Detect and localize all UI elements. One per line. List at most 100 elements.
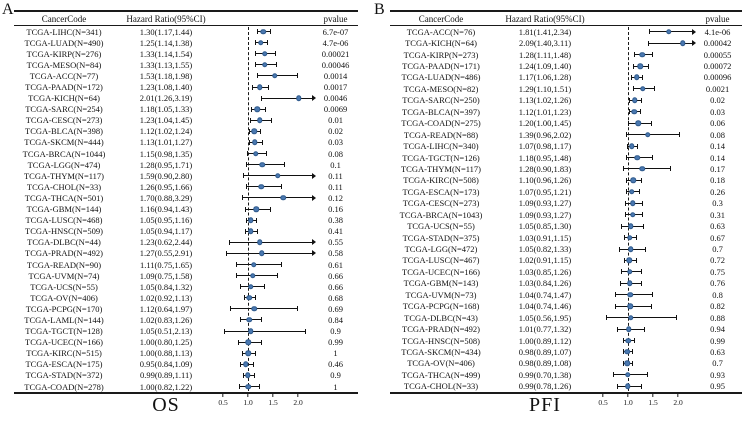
hr-point: [259, 161, 265, 168]
ci-cap-high: [260, 128, 261, 134]
ci-plot-cell: [598, 198, 693, 209]
ci-cap-high: [275, 62, 277, 68]
ci-whisker: [229, 241, 313, 243]
ci-plot-cell: [598, 381, 693, 392]
forest-row: TCGA-KIRC(N=508) 1.10(0.96,1.26) 0.18: [390, 175, 742, 186]
cancer-code-label: TCGA-PCPG(N=170): [25, 303, 103, 314]
ci-plot-cell: [598, 118, 693, 129]
hazard-ratio-value: 1.12(1.01,1.23): [518, 106, 572, 117]
pvalue: 0.03: [710, 106, 725, 117]
hr-point: [258, 184, 264, 190]
ci-plot-cell: [218, 270, 313, 281]
hazard-ratio-value: 1.17(1.06,1.28): [518, 72, 572, 83]
hazard-ratio-value: 1.28(0.90,1.83): [518, 163, 572, 174]
hr-point: [261, 50, 268, 57]
hr-point: [630, 177, 636, 184]
ci-cap-high: [256, 217, 257, 223]
endpoint-label: PFI: [529, 394, 561, 416]
pvalue: 0.00046: [321, 59, 350, 70]
ci-cap-high: [269, 206, 271, 212]
forest-row: TCGA-CESC(N=273) 1.09(0.93,1.27) 0.3: [390, 198, 742, 209]
hazard-ratio-value: 1.53(1.18,1.98): [139, 70, 193, 81]
ci-plot-cell: [598, 152, 693, 163]
ci-cap-high: [264, 284, 265, 290]
pvalue: 0.61: [328, 259, 343, 270]
ci-cap-high: [631, 349, 633, 355]
forest-row: TCGA-TGCT(N=126) 1.18(0.95,1.48) 0.14: [390, 152, 742, 163]
cancer-code-label: TCGA-CESC(N=273): [25, 115, 103, 126]
forest-row: TCGA-UCS(N=55) 1.05(0.85,1.30) 0.63: [390, 220, 742, 231]
hr-point: [245, 383, 251, 390]
ci-plot-cell: [598, 323, 693, 334]
ci-plot-cell: [218, 281, 313, 292]
forest-row: TCGA-KICH(N=64) 2.01(1.26,3.19) 0.0046: [14, 93, 358, 104]
ci-plot-cell: [218, 26, 313, 37]
forest-row: TCGA-BRCA(N=1043) 1.09(0.93,1.27) 0.31: [390, 209, 742, 220]
hr-point: [625, 326, 632, 332]
ci-plot-cell: [598, 26, 696, 37]
ci-cap-high: [652, 52, 653, 58]
ci-cap-low: [619, 246, 620, 252]
cancer-code-label: TCGA-UCEC(N=166): [402, 266, 480, 277]
ci-cap-high: [268, 84, 269, 90]
tick-label: 1.5: [648, 398, 658, 407]
ci-cap-high: [641, 212, 643, 218]
hr-point: [251, 139, 258, 146]
ci-cap-low: [617, 383, 618, 389]
ci-cap-low: [245, 217, 247, 223]
cancer-code-label: TCGA-PRAD(N=492): [402, 324, 480, 335]
axis-tick: 2.0: [673, 394, 683, 407]
hr-point: [245, 350, 251, 357]
ci-cap-high: [675, 315, 677, 321]
cancer-code-label: TCGA-PRAD(N=492): [25, 248, 103, 259]
cancer-code-label: TCGA-READ(N=90): [26, 259, 102, 270]
tick-label: 2.0: [293, 398, 303, 407]
hazard-ratio-value: 0.99(0.70,1.38): [518, 369, 572, 380]
forest-row: TCGA-UCS(N=55) 1.05(0.84,1.32) 0.66: [14, 281, 358, 292]
cancer-code-label: TCGA-BLCA(N=398): [25, 126, 103, 137]
pvalue: 0.11: [328, 170, 343, 181]
hr-point: [280, 195, 286, 201]
ci-cap-high: [679, 132, 680, 138]
ci-cap-low: [245, 228, 246, 234]
cancer-code-label: TCGA-UVM(N=74): [28, 270, 100, 281]
ci-plot-cell: [598, 95, 693, 106]
pvalue: 0.75: [710, 266, 725, 277]
ci-cap-low: [257, 73, 258, 79]
hazard-ratio-value: 1.16(0.94,1.43): [139, 204, 193, 215]
ci-cap-high: [253, 372, 255, 378]
cancer-code-label: TCGA-COAD(N=275): [401, 118, 481, 129]
ci-whisker: [615, 305, 651, 307]
pvalue: 0.00055: [703, 49, 732, 60]
hr-point: [246, 295, 252, 301]
pvalue: 0.0046: [323, 93, 348, 104]
forest-row: TCGA-CHOL(N=33) 1.26(0.95,1.66) 0.11: [14, 181, 358, 192]
ci-cap-high: [296, 306, 298, 312]
ci-cap-high: [283, 162, 285, 168]
forest-row: TCGA-MESO(N=84) 1.33(1.13,1.55) 0.00046: [14, 59, 358, 70]
hazard-ratio-value: 1.05(0.85,1.30): [518, 221, 572, 232]
hr-point: [250, 261, 257, 268]
hr-point: [253, 206, 259, 212]
ci-plot-cell: [598, 37, 696, 48]
hr-point: [627, 246, 634, 252]
ci-plot-cell: [598, 129, 693, 140]
cancer-code-label: TCGA-ACC(N=77): [29, 70, 99, 81]
tick-label: 2.0: [673, 398, 683, 407]
forest-row: TCGA-GBM(N=143) 1.03(0.84,1.26) 0.76: [390, 278, 742, 289]
pvalue: 0.03: [328, 137, 343, 148]
pvalue: 0.3: [712, 198, 723, 209]
ci-cap-low: [242, 372, 244, 378]
hr-point: [247, 328, 254, 334]
ci-cap-high: [641, 280, 642, 286]
forest-row: TCGA-SARC(N=250) 1.13(1.02,1.26) 0.02: [390, 95, 742, 106]
cancer-code-label: TCGA-PAAD(N=172): [25, 82, 103, 93]
cancer-code-label: TCGA-UCS(N=55): [407, 221, 475, 232]
ci-plot-cell: [598, 186, 693, 197]
hr-point: [665, 28, 672, 35]
ci-arrow-right: [312, 172, 316, 179]
hazard-ratio-value: 1.02(0.83,1.26): [139, 314, 193, 325]
ci-cap-high: [304, 328, 306, 334]
ci-cap-low: [622, 338, 624, 344]
forest-row: TCGA-KICH(N=64) 2.09(1.40,3.11) 0.00042: [390, 37, 742, 48]
